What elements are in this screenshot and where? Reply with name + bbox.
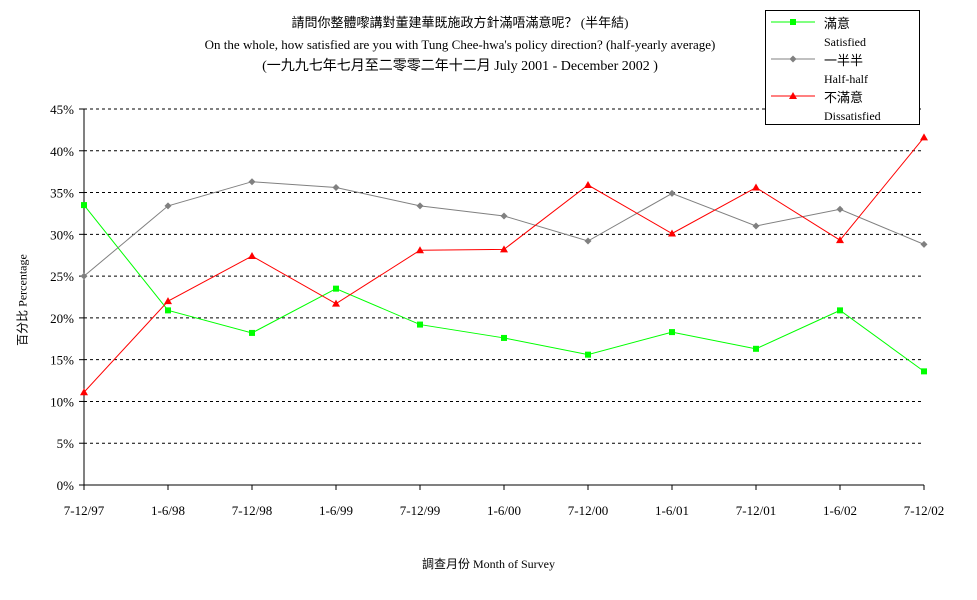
legend-label: 不滿意 <box>824 90 864 105</box>
y-tick-label: 25% <box>50 269 74 284</box>
y-tick-label: 15% <box>50 353 74 368</box>
plot-area <box>84 109 924 485</box>
y-tick-label: 30% <box>50 227 74 242</box>
data-point <box>920 240 928 248</box>
chart-titles: 請問你整體嚟講對董建華既施政方針滿唔滿意呢？ (半年結) On the whol… <box>60 12 860 78</box>
x-tick-label: 1-6/00 <box>487 503 521 518</box>
data-point <box>249 329 255 336</box>
data-point <box>81 202 87 209</box>
data-point <box>921 368 927 375</box>
data-point <box>164 297 172 305</box>
data-point <box>248 178 256 186</box>
legend-label: 一半半 <box>824 53 864 68</box>
data-point <box>332 299 340 307</box>
legend-label-en: Half-half <box>824 72 868 86</box>
data-point <box>584 181 592 189</box>
data-point <box>837 307 843 314</box>
data-point <box>80 272 88 280</box>
data-point <box>584 237 592 245</box>
x-axis-label: 調查月份 Month of Survey <box>422 557 555 571</box>
chart-title: 請問你整體嚟講對董建華既施政方針滿唔滿意呢？ (半年結) <box>291 15 629 30</box>
data-point <box>836 236 844 244</box>
y-tick-label: 35% <box>50 186 74 201</box>
y-tick-label: 0% <box>57 478 75 493</box>
data-point <box>669 329 675 336</box>
data-point <box>501 334 507 341</box>
data-point <box>500 245 508 253</box>
x-tick-label: 7-12/97 <box>64 503 105 518</box>
y-tick-label: 10% <box>50 394 74 409</box>
data-point <box>248 252 256 260</box>
y-tick-label: 5% <box>57 436 75 451</box>
x-tick-label: 7-12/98 <box>232 503 272 518</box>
x-tick-label: 7-12/02 <box>904 503 944 518</box>
data-point <box>164 202 172 210</box>
legend-label: 滿意 <box>824 16 851 31</box>
x-tick-label: 7-12/99 <box>400 503 440 518</box>
data-point <box>332 184 340 192</box>
x-tick-label: 1-6/01 <box>655 503 689 518</box>
data-point <box>500 212 508 220</box>
y-tick-label: 40% <box>50 144 74 159</box>
data-point <box>333 285 339 292</box>
y-axis-label: 百分比 Percentage <box>15 254 30 346</box>
chart-legend: 滿意 Satisfied 一半半 Half-half 不滿意 Dissatisf… <box>765 10 920 125</box>
legend-swatch-satisfied <box>771 19 815 25</box>
data-point <box>416 246 424 254</box>
data-point <box>752 183 760 191</box>
data-point <box>752 222 760 230</box>
data-point <box>416 202 424 210</box>
x-tick-label: 7-12/00 <box>568 503 608 518</box>
data-point <box>836 205 844 213</box>
legend-swatch-half-half <box>771 55 815 63</box>
x-tick-label: 1-6/02 <box>823 503 857 518</box>
chart-subtitle: On the whole, how satisfied are you with… <box>204 37 716 52</box>
y-tick-label: 45% <box>50 102 74 117</box>
data-point <box>668 229 676 237</box>
data-point <box>165 307 171 314</box>
data-point <box>80 388 88 396</box>
legend-label-en: Dissatisfied <box>824 109 881 123</box>
x-tick-label: 1-6/99 <box>319 503 353 518</box>
chart-subtitle-period: (一九九七年七月至二零零二年十二月 July 2001 - December 2… <box>262 59 658 74</box>
data-point <box>668 189 676 197</box>
data-point <box>585 351 591 358</box>
legend-label-en: Satisfied <box>824 35 866 49</box>
data-point <box>753 345 759 352</box>
x-tick-label: 7-12/01 <box>736 503 776 518</box>
data-point <box>920 133 928 141</box>
legend-swatch-dissatisfied <box>771 92 815 99</box>
y-tick-label: 20% <box>50 311 74 326</box>
x-tick-label: 1-6/98 <box>151 503 185 518</box>
data-point <box>417 321 423 328</box>
